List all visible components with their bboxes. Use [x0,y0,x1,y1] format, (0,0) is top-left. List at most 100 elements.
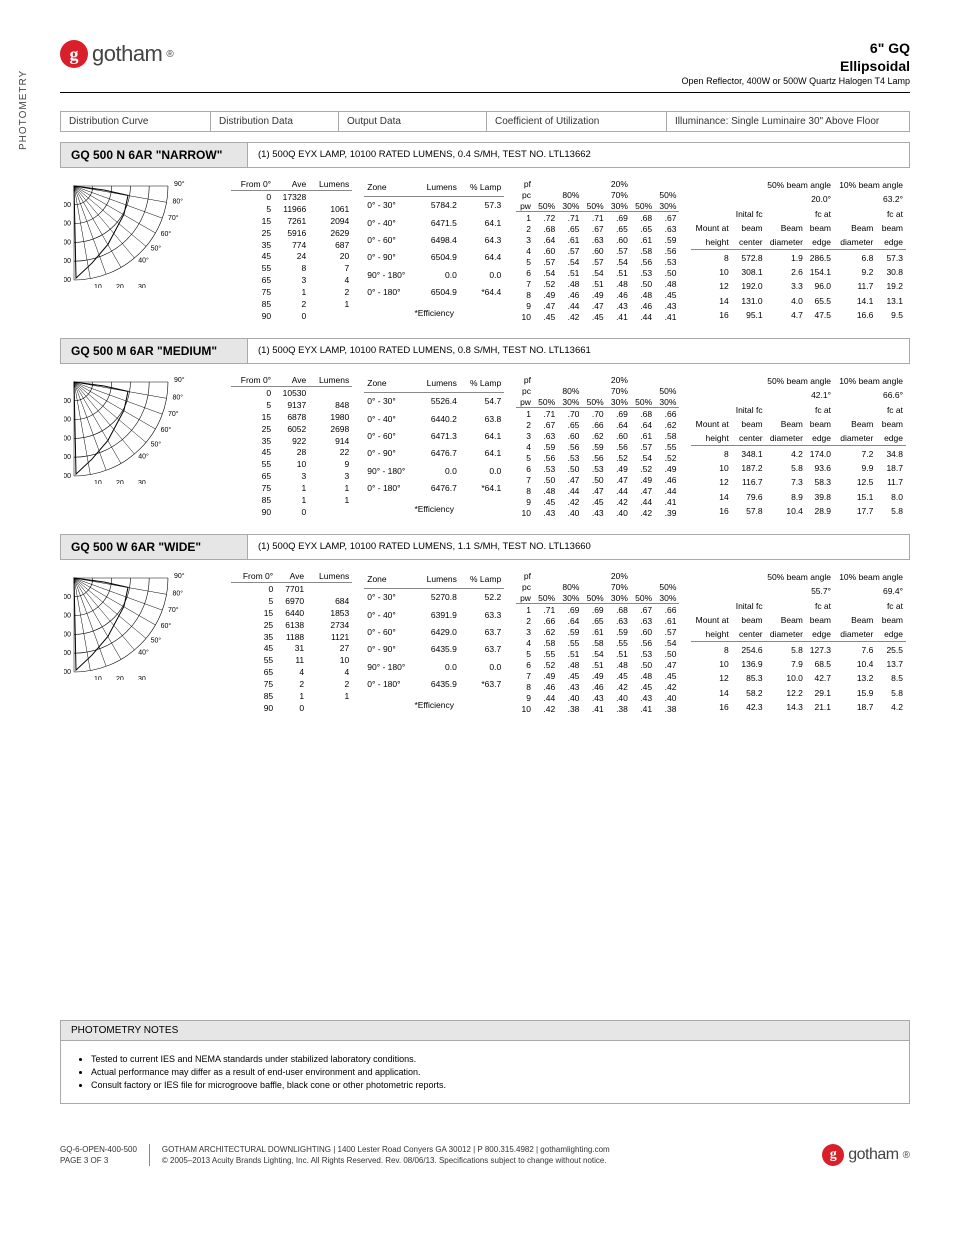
svg-text:80°: 80° [172,197,183,205]
page-footer: GQ-6-OPEN-400-500 PAGE 3 OF 3 GOTHAM ARC… [60,1144,910,1166]
page-header: g gotham ® 6" GQ Ellipsoidal Open Reflec… [60,40,910,93]
distribution-chart: 40°50° 60° 70° 80° 90° 3400 6800 10200 13600 1700… [64,178,219,322]
svg-text:4500: 4500 [64,631,71,638]
svg-text:60°: 60° [161,622,172,630]
distribution-chart: 40°50°60°70°80°90°1500300045006000750010… [64,570,219,714]
cu-table: pf20% pc80%70%50% pw50%30%50%30%50%30%1.… [516,570,679,714]
colhdr-dist-curve: Distribution Curve [61,112,211,131]
sidebar-label: PHOTOMETRY [18,70,29,150]
footer-page: PAGE 3 OF 3 [60,1155,137,1166]
svg-text:30: 30 [138,480,146,484]
footer-left: GQ-6-OPEN-400-500 PAGE 3 OF 3 [60,1144,150,1166]
svg-text:90°: 90° [174,572,185,580]
cu-table: pf20% pc80%70%50% pw50%30%50%30%50%30%1.… [516,374,679,518]
svg-text:40°: 40° [138,649,149,657]
distribution-table: From 0°AveLumens077015697068415644018532… [231,570,352,714]
svg-text:6000: 6000 [64,650,71,657]
illuminance-table: 50% beam angle10% beam angle 55.7°69.4° … [691,570,906,714]
svg-text:4200: 4200 [64,417,71,424]
svg-text:90°: 90° [174,180,185,188]
svg-text:3400: 3400 [64,202,71,209]
section-body: 40°50° 60° 70° 80° 90° 2100 4200 6300 8400 10500 1… [60,364,910,524]
svg-text:17000: 17000 [64,277,71,284]
svg-text:30: 30 [138,676,146,680]
output-table: ZoneLumens% Lamp0° - 30°5784.257.30° - 4… [364,178,504,322]
svg-text:60°: 60° [161,230,172,238]
colhdr-illum: Illuminance: Single Luminaire 30" Above … [667,112,909,131]
footer-logo-r-icon: ® [903,1150,910,1161]
section-title: GQ 500 N 6AR "NARROW" (1) 500Q EYX LAMP,… [60,142,910,168]
output-table: ZoneLumens% Lamp0° - 30°5270.852.20° - 4… [364,570,504,714]
section-body: 40°50° 60° 70° 80° 90° 3400 6800 10200 13600 1700… [60,168,910,328]
column-header-bar: Distribution Curve Distribution Data Out… [60,111,910,132]
header-line2: Ellipsoidal [682,58,910,74]
note-item: Tested to current IES and NEMA standards… [91,1054,893,1064]
logo-mark-icon: g [60,40,88,68]
svg-text:6800: 6800 [64,221,71,228]
footer-logo: g gotham ® [822,1144,910,1166]
svg-text:13600: 13600 [64,258,71,265]
header-line1: 6" GQ [682,40,910,56]
svg-text:50°: 50° [151,440,162,448]
section-label: GQ 500 N 6AR "NARROW" [60,142,248,168]
footer-logo-mark-icon: g [822,1144,844,1166]
distribution-table: From 0°AveLumens017328511966106115726120… [231,178,352,322]
header-line3: Open Reflector, 400W or 500W Quartz Halo… [682,76,910,86]
logo: g gotham ® [60,40,174,68]
cu-table: pf20% pc80%70%50% pw50%30%50%30%50%30%1.… [516,178,679,322]
svg-text:40°: 40° [138,453,149,461]
svg-text:30: 30 [138,284,146,288]
svg-text:10200: 10200 [64,239,71,246]
svg-text:50°: 50° [151,636,162,644]
svg-text:20: 20 [116,480,124,484]
svg-text:50°: 50° [151,244,162,252]
svg-text:3000: 3000 [64,613,71,620]
footer-addr: GOTHAM ARCHITECTURAL DOWNLIGHTING | 1400… [162,1144,822,1155]
section-title: GQ 500 W 6AR "WIDE" (1) 500Q EYX LAMP, 1… [60,534,910,560]
svg-text:70°: 70° [168,410,179,418]
logo-text: gotham [92,41,162,67]
footer-logo-text: gotham [848,1146,898,1164]
logo-registered-icon: ® [166,49,173,60]
illuminance-table: 50% beam angle10% beam angle 20.0°63.2° … [691,178,906,322]
svg-text:2100: 2100 [64,398,71,405]
section-title: GQ 500 M 6AR "MEDIUM" (1) 500Q EYX LAMP,… [60,338,910,364]
note-item: Consult factory or IES file for microgro… [91,1080,893,1090]
output-table: ZoneLumens% Lamp0° - 30°5526.454.70° - 4… [364,374,504,518]
svg-text:80°: 80° [172,393,183,401]
colhdr-dist-data: Distribution Data [211,112,339,131]
svg-text:90°: 90° [174,376,185,384]
svg-text:80°: 80° [172,589,183,597]
header-right: 6" GQ Ellipsoidal Open Reflector, 400W o… [682,40,910,86]
notes-box: PHOTOMETRY NOTES Tested to current IES a… [60,1020,910,1104]
svg-text:1500: 1500 [64,594,71,601]
svg-text:70°: 70° [168,214,179,222]
svg-text:40°: 40° [138,257,149,265]
svg-text:10500: 10500 [64,473,71,480]
section-label: GQ 500 M 6AR "MEDIUM" [60,338,248,364]
section-desc: (1) 500Q EYX LAMP, 10100 RATED LUMENS, 0… [248,338,910,364]
section-label: GQ 500 W 6AR "WIDE" [60,534,248,560]
section-desc: (1) 500Q EYX LAMP, 10100 RATED LUMENS, 0… [248,142,910,168]
svg-text:10: 10 [94,676,102,680]
illuminance-table: 50% beam angle10% beam angle 42.1°66.6° … [691,374,906,518]
svg-text:10: 10 [94,480,102,484]
section-desc: (1) 500Q EYX LAMP, 10100 RATED LUMENS, 1… [248,534,910,560]
distribution-chart: 40°50° 60° 70° 80° 90° 2100 4200 6300 8400 10500 1… [64,374,219,518]
svg-text:10: 10 [94,284,102,288]
svg-text:60°: 60° [161,426,172,434]
notes-body: Tested to current IES and NEMA standards… [61,1041,909,1103]
footer-mid: GOTHAM ARCHITECTURAL DOWNLIGHTING | 1400… [150,1144,822,1166]
distribution-table: From 0°AveLumens010530591378481568781980… [231,374,352,518]
svg-text:6300: 6300 [64,435,71,442]
notes-title: PHOTOMETRY NOTES [61,1021,909,1041]
svg-text:8400: 8400 [64,454,71,461]
footer-copy: © 2005–2013 Acuity Brands Lighting, Inc.… [162,1155,822,1166]
section-body: 40°50°60°70°80°90°1500300045006000750010… [60,560,910,720]
svg-text:20: 20 [116,284,124,288]
svg-text:7500: 7500 [64,669,71,676]
colhdr-cu: Coefficient of Utilization [487,112,667,131]
colhdr-output: Output Data [339,112,487,131]
svg-text:20: 20 [116,676,124,680]
note-item: Actual performance may differ as a resul… [91,1067,893,1077]
